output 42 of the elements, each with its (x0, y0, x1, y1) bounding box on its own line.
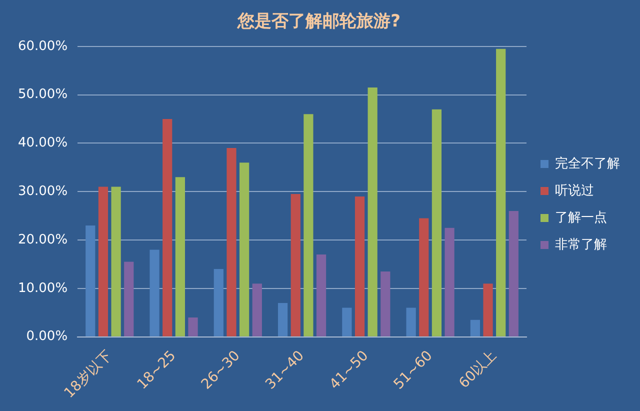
bar (470, 320, 480, 336)
bar (508, 210, 518, 336)
y-tick-label: 60.00% (18, 38, 68, 54)
x-tick-label: 60以上 (456, 348, 500, 392)
bar (252, 284, 262, 336)
bar (226, 148, 236, 336)
bar (444, 228, 454, 336)
bar (380, 271, 390, 336)
bar (342, 308, 352, 336)
bar (188, 317, 198, 336)
y-tick-label: 50.00% (18, 87, 68, 102)
bar (86, 225, 96, 336)
bar (278, 302, 288, 336)
bar (290, 194, 300, 336)
y-tick-label: 10.00% (18, 280, 68, 296)
chart-title: 您是否了解邮轮旅游? (236, 12, 400, 32)
bar (483, 284, 493, 336)
y-tick-label: 40.00% (18, 136, 68, 151)
bar (175, 177, 185, 336)
bar (432, 109, 442, 336)
y-tick-label: 20.00% (18, 232, 68, 248)
bar (304, 114, 314, 336)
x-tick-label: 18岁以下 (61, 348, 116, 402)
bar (124, 262, 134, 336)
bar (214, 269, 224, 336)
legend-label: 了解一点 (555, 210, 607, 226)
bar (496, 48, 506, 336)
legend-label: 听说过 (555, 183, 594, 198)
legend-label: 完全不了解 (555, 155, 620, 172)
bar (162, 119, 172, 336)
y-tick-label: 30.00% (18, 184, 68, 199)
bar (240, 162, 250, 336)
bar (150, 250, 160, 336)
bar (368, 88, 378, 336)
bar (406, 308, 416, 336)
bar (354, 196, 365, 336)
y-tick-label: 0.00% (26, 329, 68, 344)
bar (316, 254, 326, 336)
bar (419, 218, 429, 336)
bar (111, 186, 121, 336)
legend-label: 非常了解 (555, 237, 607, 252)
bar (98, 186, 108, 336)
